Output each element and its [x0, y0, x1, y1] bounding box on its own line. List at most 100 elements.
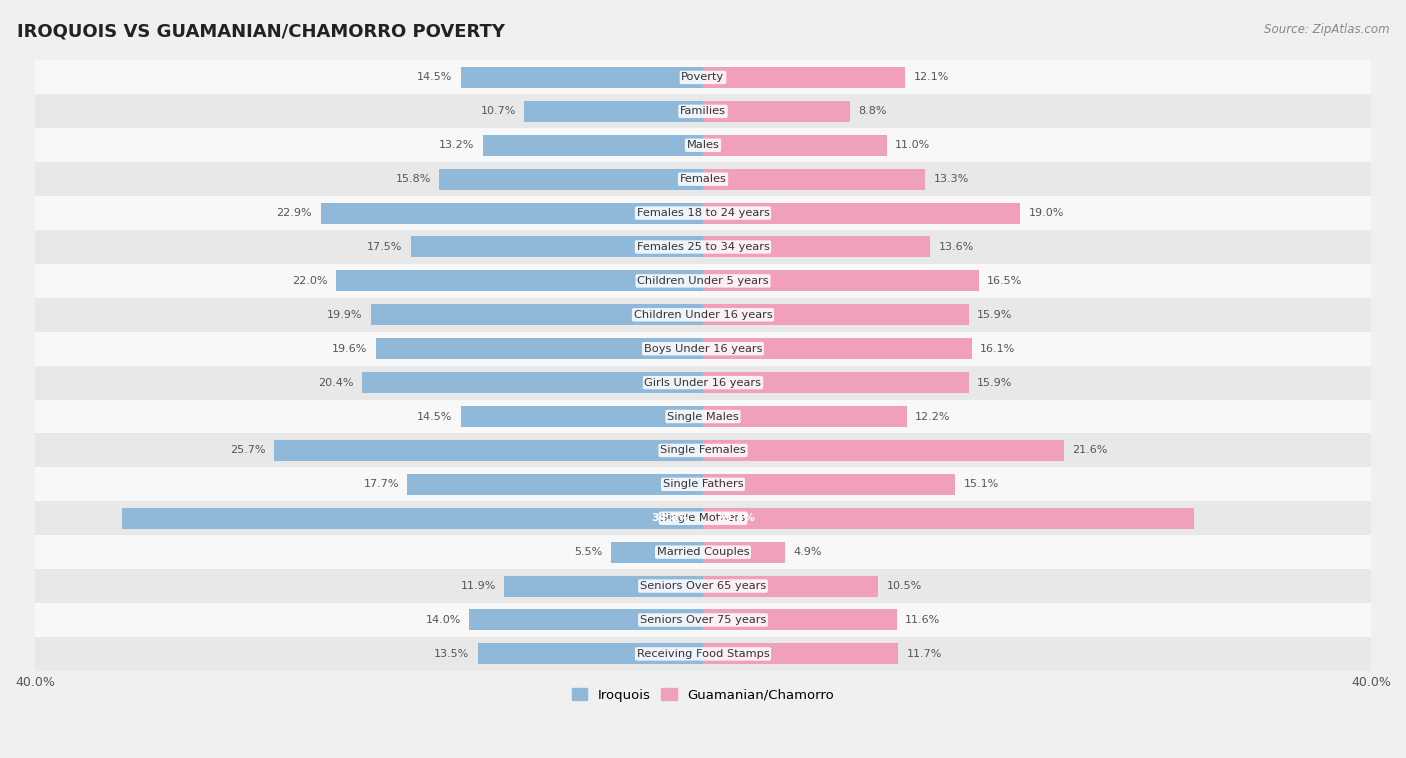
- Text: 14.0%: 14.0%: [426, 615, 461, 625]
- Text: 13.3%: 13.3%: [934, 174, 969, 184]
- Bar: [703, 508, 1194, 529]
- Text: 16.1%: 16.1%: [980, 343, 1015, 354]
- Bar: [703, 372, 969, 393]
- Bar: [408, 474, 703, 495]
- Bar: [478, 644, 703, 665]
- Bar: [35, 399, 1371, 434]
- Bar: [612, 542, 703, 562]
- Text: 19.6%: 19.6%: [332, 343, 367, 354]
- Bar: [35, 569, 1371, 603]
- Text: 29.4%: 29.4%: [717, 513, 755, 523]
- Bar: [122, 508, 703, 529]
- Text: 15.9%: 15.9%: [977, 377, 1012, 387]
- Text: 19.0%: 19.0%: [1029, 208, 1064, 218]
- Text: 17.7%: 17.7%: [364, 479, 399, 490]
- Text: 8.8%: 8.8%: [858, 106, 887, 116]
- Bar: [35, 196, 1371, 230]
- Bar: [482, 135, 703, 155]
- Text: 10.7%: 10.7%: [481, 106, 516, 116]
- Bar: [703, 575, 879, 597]
- Bar: [35, 434, 1371, 468]
- Bar: [375, 338, 703, 359]
- Bar: [35, 332, 1371, 365]
- Bar: [35, 95, 1371, 128]
- Text: 12.2%: 12.2%: [915, 412, 950, 421]
- Text: Married Couples: Married Couples: [657, 547, 749, 557]
- Text: Children Under 5 years: Children Under 5 years: [637, 276, 769, 286]
- Text: 34.8%: 34.8%: [651, 513, 689, 523]
- Bar: [35, 535, 1371, 569]
- Text: Source: ZipAtlas.com: Source: ZipAtlas.com: [1264, 23, 1389, 36]
- Bar: [470, 609, 703, 631]
- Bar: [703, 338, 972, 359]
- Bar: [35, 128, 1371, 162]
- Text: 15.8%: 15.8%: [395, 174, 430, 184]
- Bar: [703, 271, 979, 291]
- Text: Poverty: Poverty: [682, 73, 724, 83]
- Text: IROQUOIS VS GUAMANIAN/CHAMORRO POVERTY: IROQUOIS VS GUAMANIAN/CHAMORRO POVERTY: [17, 23, 505, 41]
- Text: Families: Families: [681, 106, 725, 116]
- Bar: [703, 236, 931, 258]
- Text: Females 18 to 24 years: Females 18 to 24 years: [637, 208, 769, 218]
- Bar: [35, 162, 1371, 196]
- Text: 22.9%: 22.9%: [277, 208, 312, 218]
- Text: 22.0%: 22.0%: [291, 276, 328, 286]
- Bar: [703, 101, 851, 122]
- Bar: [35, 230, 1371, 264]
- Text: 5.5%: 5.5%: [575, 547, 603, 557]
- Bar: [703, 168, 925, 190]
- Text: Single Females: Single Females: [661, 446, 745, 456]
- Text: Single Fathers: Single Fathers: [662, 479, 744, 490]
- Text: Boys Under 16 years: Boys Under 16 years: [644, 343, 762, 354]
- Text: 13.2%: 13.2%: [439, 140, 474, 150]
- Bar: [703, 304, 969, 325]
- Bar: [321, 202, 703, 224]
- Bar: [35, 637, 1371, 671]
- Bar: [411, 236, 703, 258]
- Bar: [703, 609, 897, 631]
- Text: 10.5%: 10.5%: [887, 581, 922, 591]
- Legend: Iroquois, Guamanian/Chamorro: Iroquois, Guamanian/Chamorro: [567, 683, 839, 707]
- Bar: [461, 406, 703, 427]
- Text: Children Under 16 years: Children Under 16 years: [634, 310, 772, 320]
- Text: 20.4%: 20.4%: [318, 377, 354, 387]
- Text: Seniors Over 65 years: Seniors Over 65 years: [640, 581, 766, 591]
- Bar: [363, 372, 703, 393]
- Bar: [703, 202, 1021, 224]
- Text: Seniors Over 75 years: Seniors Over 75 years: [640, 615, 766, 625]
- Bar: [371, 304, 703, 325]
- Bar: [703, 644, 898, 665]
- Bar: [703, 440, 1064, 461]
- Text: 16.5%: 16.5%: [987, 276, 1022, 286]
- Text: Girls Under 16 years: Girls Under 16 years: [644, 377, 762, 387]
- Bar: [461, 67, 703, 88]
- Bar: [439, 168, 703, 190]
- Bar: [35, 61, 1371, 95]
- Bar: [703, 406, 907, 427]
- Bar: [35, 365, 1371, 399]
- Bar: [524, 101, 703, 122]
- Bar: [505, 575, 703, 597]
- Bar: [336, 271, 703, 291]
- Text: 13.6%: 13.6%: [938, 242, 974, 252]
- Text: Single Males: Single Males: [666, 412, 740, 421]
- Text: 14.5%: 14.5%: [418, 73, 453, 83]
- Text: Females 25 to 34 years: Females 25 to 34 years: [637, 242, 769, 252]
- Text: 25.7%: 25.7%: [231, 446, 266, 456]
- Bar: [703, 67, 905, 88]
- Bar: [35, 501, 1371, 535]
- Bar: [35, 264, 1371, 298]
- Text: 11.6%: 11.6%: [905, 615, 941, 625]
- Text: 13.5%: 13.5%: [434, 649, 470, 659]
- Text: Males: Males: [686, 140, 720, 150]
- Text: Females: Females: [679, 174, 727, 184]
- Text: Single Mothers: Single Mothers: [661, 513, 745, 523]
- Bar: [703, 474, 955, 495]
- Bar: [35, 468, 1371, 501]
- Bar: [703, 542, 785, 562]
- Bar: [274, 440, 703, 461]
- Text: 11.9%: 11.9%: [461, 581, 496, 591]
- Text: 17.5%: 17.5%: [367, 242, 402, 252]
- Text: 4.9%: 4.9%: [793, 547, 821, 557]
- Text: 15.9%: 15.9%: [977, 310, 1012, 320]
